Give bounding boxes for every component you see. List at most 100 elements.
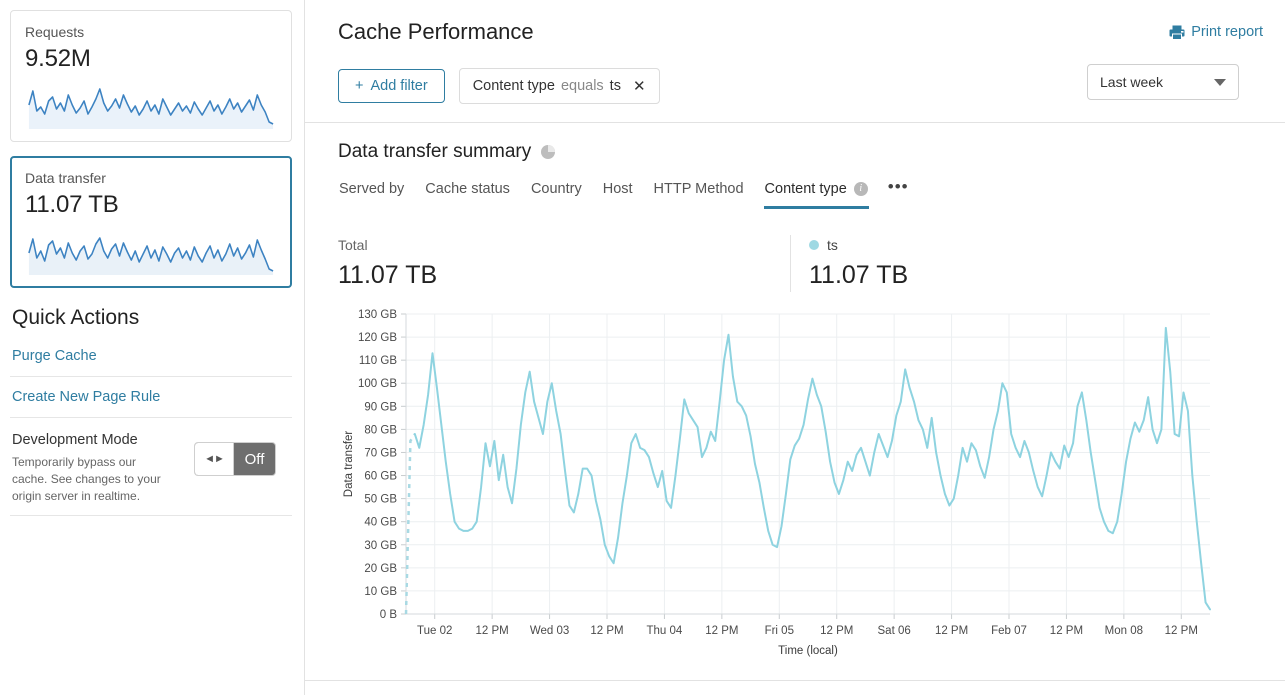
svg-text:12 PM: 12 PM xyxy=(476,625,509,637)
totals-row: Total 11.07 TB ts 11.07 TB xyxy=(338,235,1261,292)
filter-row: + Add filter Content type equals ts ✕ La… xyxy=(338,64,1261,122)
quick-action-purge-cache[interactable]: Purge Cache xyxy=(10,344,292,377)
print-report-label: Print report xyxy=(1191,24,1263,40)
svg-text:40 GB: 40 GB xyxy=(364,517,397,529)
panel-title: Data transfer summary xyxy=(338,141,532,162)
stat-card-label: Requests xyxy=(25,24,85,40)
page-header: Cache Performance Print report + Add fil… xyxy=(305,0,1285,122)
stat-card-value: 11.07 TB xyxy=(25,191,119,218)
svg-text:120 GB: 120 GB xyxy=(358,332,397,344)
svg-text:12 PM: 12 PM xyxy=(1050,625,1083,637)
toggle-state-label: Off xyxy=(244,450,265,468)
series-color-dot xyxy=(809,240,819,250)
filter-pill-value: ts xyxy=(609,78,621,94)
svg-text:Sat 06: Sat 06 xyxy=(878,625,911,637)
svg-text:90 GB: 90 GB xyxy=(364,401,397,413)
development-mode-block: Development Mode Temporarily bypass our … xyxy=(10,418,292,516)
svg-text:Data transfer: Data transfer xyxy=(343,431,355,498)
requests-sparkline xyxy=(28,88,274,129)
tab-host[interactable]: Host xyxy=(602,178,634,209)
total-column: Total 11.07 TB xyxy=(338,235,790,292)
svg-text:12 PM: 12 PM xyxy=(935,625,968,637)
development-mode-title: Development Mode xyxy=(12,432,138,448)
data-transfer-sparkline xyxy=(28,237,274,275)
tab-content-type[interactable]: Content type i xyxy=(763,178,869,209)
main-content: Cache Performance Print report + Add fil… xyxy=(305,0,1285,695)
svg-text:Mon 08: Mon 08 xyxy=(1105,625,1143,637)
svg-text:Fri 05: Fri 05 xyxy=(765,625,794,637)
add-filter-button[interactable]: + Add filter xyxy=(338,69,445,103)
svg-text:0 B: 0 B xyxy=(380,609,398,621)
svg-text:Thu 04: Thu 04 xyxy=(647,625,683,637)
summary-tabs: Served by Cache status Country Host HTTP… xyxy=(338,177,1261,209)
svg-text:12 PM: 12 PM xyxy=(1165,625,1198,637)
svg-text:30 GB: 30 GB xyxy=(364,540,397,552)
stat-card-value: 9.52M xyxy=(25,45,91,72)
panel-title-row: Data transfer summary xyxy=(338,141,1261,163)
svg-text:Feb 07: Feb 07 xyxy=(991,625,1027,637)
close-icon[interactable]: ✕ xyxy=(632,77,646,95)
tab-cache-status[interactable]: Cache status xyxy=(424,178,511,209)
development-mode-toggle[interactable]: ◄► Off xyxy=(194,442,276,476)
series-name: ts xyxy=(827,237,838,253)
stat-card-requests[interactable]: Requests 9.52M xyxy=(10,10,292,142)
header-divider xyxy=(305,122,1285,123)
quick-actions-title: Quick Actions xyxy=(12,306,140,329)
toggle-knob[interactable]: ◄► xyxy=(195,443,234,475)
printer-icon xyxy=(1169,25,1185,40)
filter-pill-operator: equals xyxy=(560,78,604,94)
tab-http-method[interactable]: HTTP Method xyxy=(653,178,745,209)
pie-chart-icon xyxy=(541,145,556,159)
tab-country[interactable]: Country xyxy=(530,178,583,209)
quick-action-create-page-rule[interactable]: Create New Page Rule xyxy=(10,377,292,418)
stat-card-data-transfer[interactable]: Data transfer 11.07 TB xyxy=(10,156,292,288)
svg-text:50 GB: 50 GB xyxy=(364,494,397,506)
total-label: Total xyxy=(338,237,368,253)
total-value: 11.07 TB xyxy=(338,261,438,289)
series-column: ts 11.07 TB xyxy=(790,235,908,292)
chevron-down-icon xyxy=(1214,79,1226,86)
time-range-value: Last week xyxy=(1100,74,1164,90)
tab-served-by[interactable]: Served by xyxy=(338,178,405,209)
svg-text:110 GB: 110 GB xyxy=(359,355,397,367)
more-horizontal-icon[interactable]: ••• xyxy=(887,177,909,196)
data-transfer-summary-panel: Data transfer summary Served by Cache st… xyxy=(305,123,1285,671)
svg-text:10 GB: 10 GB xyxy=(364,586,397,598)
plus-icon: + xyxy=(355,78,364,94)
svg-text:12 PM: 12 PM xyxy=(590,625,623,637)
tab-label: Served by xyxy=(339,180,405,197)
tab-label: HTTP Method xyxy=(653,180,744,197)
tab-label: Country xyxy=(530,180,582,197)
svg-text:60 GB: 60 GB xyxy=(364,471,397,483)
data-transfer-chart[interactable]: 0 B 10 GB 20 GB 30 GB 40 GB 50 GB 60 GB 70 GB 80… xyxy=(334,306,1261,671)
chart-svg[interactable]: 0 B 10 GB 20 GB 30 GB 40 GB 50 GB 60 GB 70 GB 80… xyxy=(334,306,1234,666)
add-filter-label: Add filter xyxy=(370,78,428,94)
info-icon[interactable]: i xyxy=(853,181,868,196)
filter-pill-field: Content type xyxy=(472,78,555,94)
tab-label: Content type xyxy=(764,180,847,197)
series-value: 11.07 TB xyxy=(809,261,909,289)
svg-text:Tue 02: Tue 02 xyxy=(417,625,452,637)
page-title: Cache Performance xyxy=(338,19,534,44)
svg-text:12 PM: 12 PM xyxy=(820,625,853,637)
tab-label: Host xyxy=(602,180,633,197)
svg-text:100 GB: 100 GB xyxy=(358,378,397,390)
series-legend: ts xyxy=(809,235,908,255)
svg-text:20 GB: 20 GB xyxy=(364,563,397,575)
sidebar: Requests 9.52M Data transfer 11.07 TB Qu… xyxy=(0,0,305,695)
svg-text:Time (local): Time (local) xyxy=(778,645,838,657)
filter-pill-content-type[interactable]: Content type equals ts ✕ xyxy=(458,68,660,104)
svg-text:Wed 03: Wed 03 xyxy=(530,625,569,637)
svg-text:70 GB: 70 GB xyxy=(364,447,397,459)
svg-text:80 GB: 80 GB xyxy=(364,424,397,436)
time-range-select[interactable]: Last week xyxy=(1087,64,1239,100)
svg-text:130 GB: 130 GB xyxy=(358,309,397,321)
print-report-button[interactable]: Print report xyxy=(1169,24,1263,40)
left-right-arrows-icon: ◄► xyxy=(204,453,225,465)
tab-label: Cache status xyxy=(425,180,510,197)
svg-text:12 PM: 12 PM xyxy=(705,625,738,637)
bottom-divider xyxy=(305,680,1285,681)
development-mode-description: Temporarily bypass our cache. See change… xyxy=(12,455,161,503)
stat-card-label: Data transfer xyxy=(25,170,106,186)
